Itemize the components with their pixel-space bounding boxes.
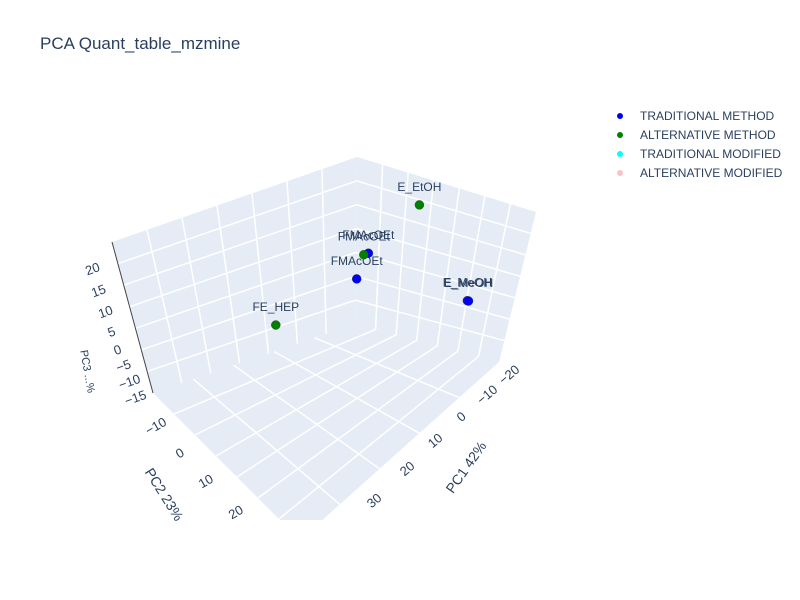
gridline xyxy=(192,378,341,505)
data-point xyxy=(359,249,369,260)
pane-floor xyxy=(153,324,499,520)
data-label: E_EtOH xyxy=(397,180,441,194)
data-label: FMAcOEt xyxy=(338,230,391,244)
x-axis-title: PC1 42% xyxy=(442,438,489,496)
gridline xyxy=(215,339,418,457)
y-tick-label: 20 xyxy=(226,502,246,522)
z-tick-label: 15 xyxy=(89,281,108,300)
data-label: FMAcOEt xyxy=(331,254,384,268)
z-tick-label: 5 xyxy=(105,323,117,340)
gridline xyxy=(216,205,241,364)
legend-marker xyxy=(617,169,623,176)
legend-marker xyxy=(617,150,623,157)
z-tick-label: 10 xyxy=(96,302,115,321)
gridline xyxy=(141,275,356,351)
y-tick-label: −10 xyxy=(142,414,169,438)
gridline xyxy=(477,203,512,357)
gridline xyxy=(355,275,510,320)
data-point xyxy=(271,320,281,330)
gridline xyxy=(194,334,397,436)
z-tick-label: −10 xyxy=(117,371,143,393)
y-tick-label: 0 xyxy=(173,445,187,462)
gridline xyxy=(278,355,479,520)
gridline xyxy=(135,251,357,329)
legend-label: ALTERNATIVE METHOD xyxy=(640,127,776,142)
gridline xyxy=(257,350,459,499)
data-label: E_MeOH xyxy=(444,276,493,290)
grid-lines xyxy=(117,164,531,520)
x-tick-label: 30 xyxy=(364,490,385,511)
x-tick-label: 10 xyxy=(425,430,446,451)
data-label: E_MeOH xyxy=(443,276,492,290)
gridline xyxy=(356,180,531,235)
gridline xyxy=(146,299,356,373)
gridline xyxy=(123,204,357,286)
gridline xyxy=(395,172,409,335)
legend-item-traditional-method[interactable]: TRADITIONAL METHOD xyxy=(612,106,782,125)
gridline xyxy=(286,181,299,344)
z-tick-label: 20 xyxy=(83,259,102,278)
chart-title: PCA Quant_table_mzmine xyxy=(40,34,241,53)
gridline xyxy=(355,299,505,342)
z-axis-title: PC3 ...% xyxy=(77,349,96,394)
gridline xyxy=(374,164,384,330)
gridline xyxy=(436,188,461,346)
legend-marker xyxy=(617,112,623,119)
x-tick-label: −10 xyxy=(474,382,501,408)
gridline xyxy=(356,203,526,256)
data-point xyxy=(352,274,362,284)
gridline xyxy=(355,251,516,299)
legend-label: ALTERNATIVE MODIFIED xyxy=(640,165,783,180)
data-label: FE_HEP xyxy=(252,300,299,314)
legend-label: TRADITIONAL METHOD xyxy=(640,108,775,123)
data-point xyxy=(463,296,474,306)
gridline xyxy=(173,328,376,415)
z-tick-label: 0 xyxy=(111,341,123,358)
axis-lines xyxy=(111,241,154,394)
gridline xyxy=(181,217,212,374)
legend: TRADITIONAL METHOD ALTERNATIVE METHOD TR… xyxy=(612,106,782,182)
x-tick-label: −20 xyxy=(496,362,523,388)
pane-back-right xyxy=(355,157,536,362)
gridline xyxy=(457,196,486,352)
z-tick-label: −5 xyxy=(114,356,133,375)
legend-item-traditional-modified[interactable]: TRADITIONAL MODIFIED xyxy=(612,144,782,163)
gridline xyxy=(117,180,357,265)
y-axis-title: PC2 23% xyxy=(142,465,187,524)
data-points: E_MeOHE_MeOHFMAcOEtFMAcOEtE_EtOHFMAcOEtF… xyxy=(252,180,493,330)
z-tick-label: −15 xyxy=(123,387,149,409)
gridline xyxy=(321,169,327,334)
gridline xyxy=(314,337,460,399)
gridline xyxy=(146,229,183,384)
data-label: FMAcOEt xyxy=(342,228,395,242)
gridline xyxy=(355,227,521,278)
gridline xyxy=(129,227,357,308)
legend-label: TRADITIONAL MODIFIED xyxy=(640,146,781,161)
pane-back-left xyxy=(112,157,357,393)
gridline xyxy=(273,350,420,434)
gridline xyxy=(415,180,435,341)
gridline xyxy=(251,193,270,354)
gridline xyxy=(236,345,438,478)
x-tick-label: 20 xyxy=(397,458,418,479)
z-axis-line xyxy=(111,241,154,394)
legend-item-alternative-method[interactable]: ALTERNATIVE METHOD xyxy=(612,125,782,144)
legend-marker xyxy=(617,131,623,138)
legend-item-alternative-modified[interactable]: ALTERNATIVE MODIFIED xyxy=(612,163,782,182)
x-tick-label: 0 xyxy=(454,408,469,424)
data-point xyxy=(414,200,425,210)
y-tick-label: 10 xyxy=(196,471,216,491)
gridline xyxy=(233,364,381,470)
